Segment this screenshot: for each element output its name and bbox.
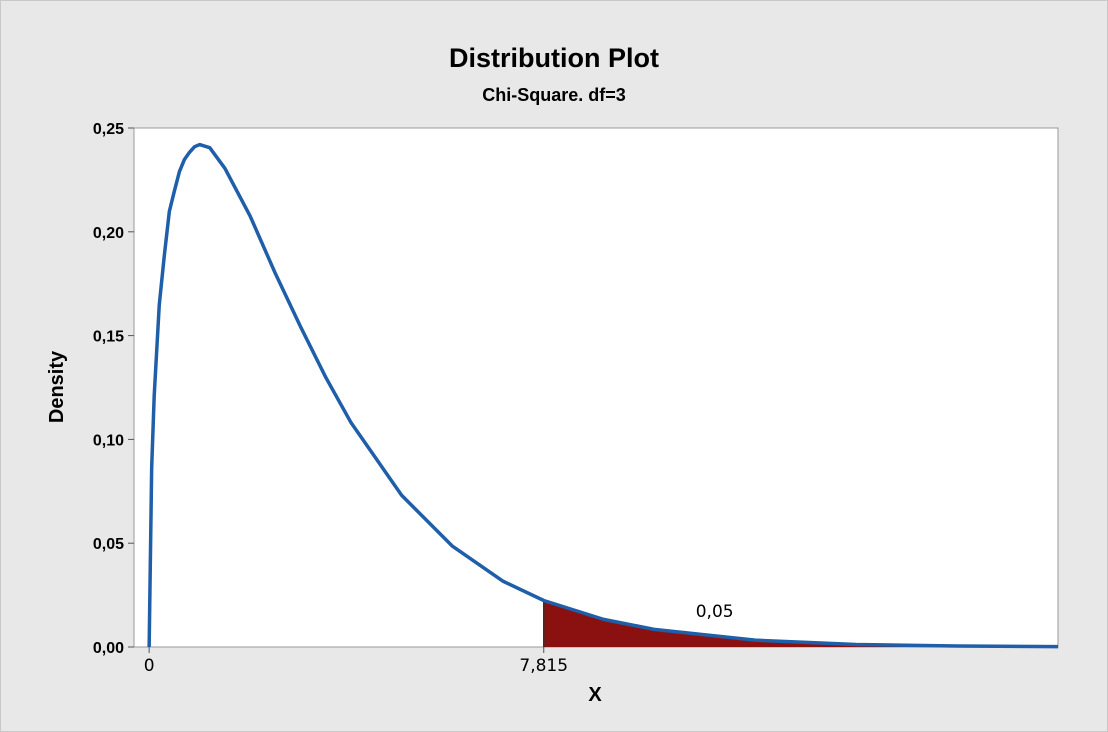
density-curve [147,142,1059,649]
y-tick-label: 0,20 [93,225,124,242]
x-axis-label: X [588,684,602,706]
shaded-area-label: 0,05 [696,602,734,622]
y-axis-label: Density [46,350,68,423]
plot-area [133,127,1059,648]
chart-title: Distribution Plot [449,43,659,73]
y-tick-label: 0,10 [93,432,124,449]
x-tick-label: 7,815 [519,656,568,676]
y-tick-label: 0,05 [93,536,124,553]
x-axis-ticks: 0 7,815 [144,647,568,676]
y-tick-label: 0,25 [93,121,124,138]
y-tick-label: 0,15 [93,329,124,346]
shaded-tail-layer [542,600,1058,647]
chart-subtitle: Chi-Square. df=3 [482,85,626,105]
shaded-tail-area [543,600,1058,647]
y-axis-ticks: 0,00 0,05 0,10 0,15 0,20 0,25 [93,121,134,657]
x-tick-label: 0 [144,656,155,676]
curve-layer [147,142,1059,649]
y-tick-label: 0,00 [93,640,124,657]
